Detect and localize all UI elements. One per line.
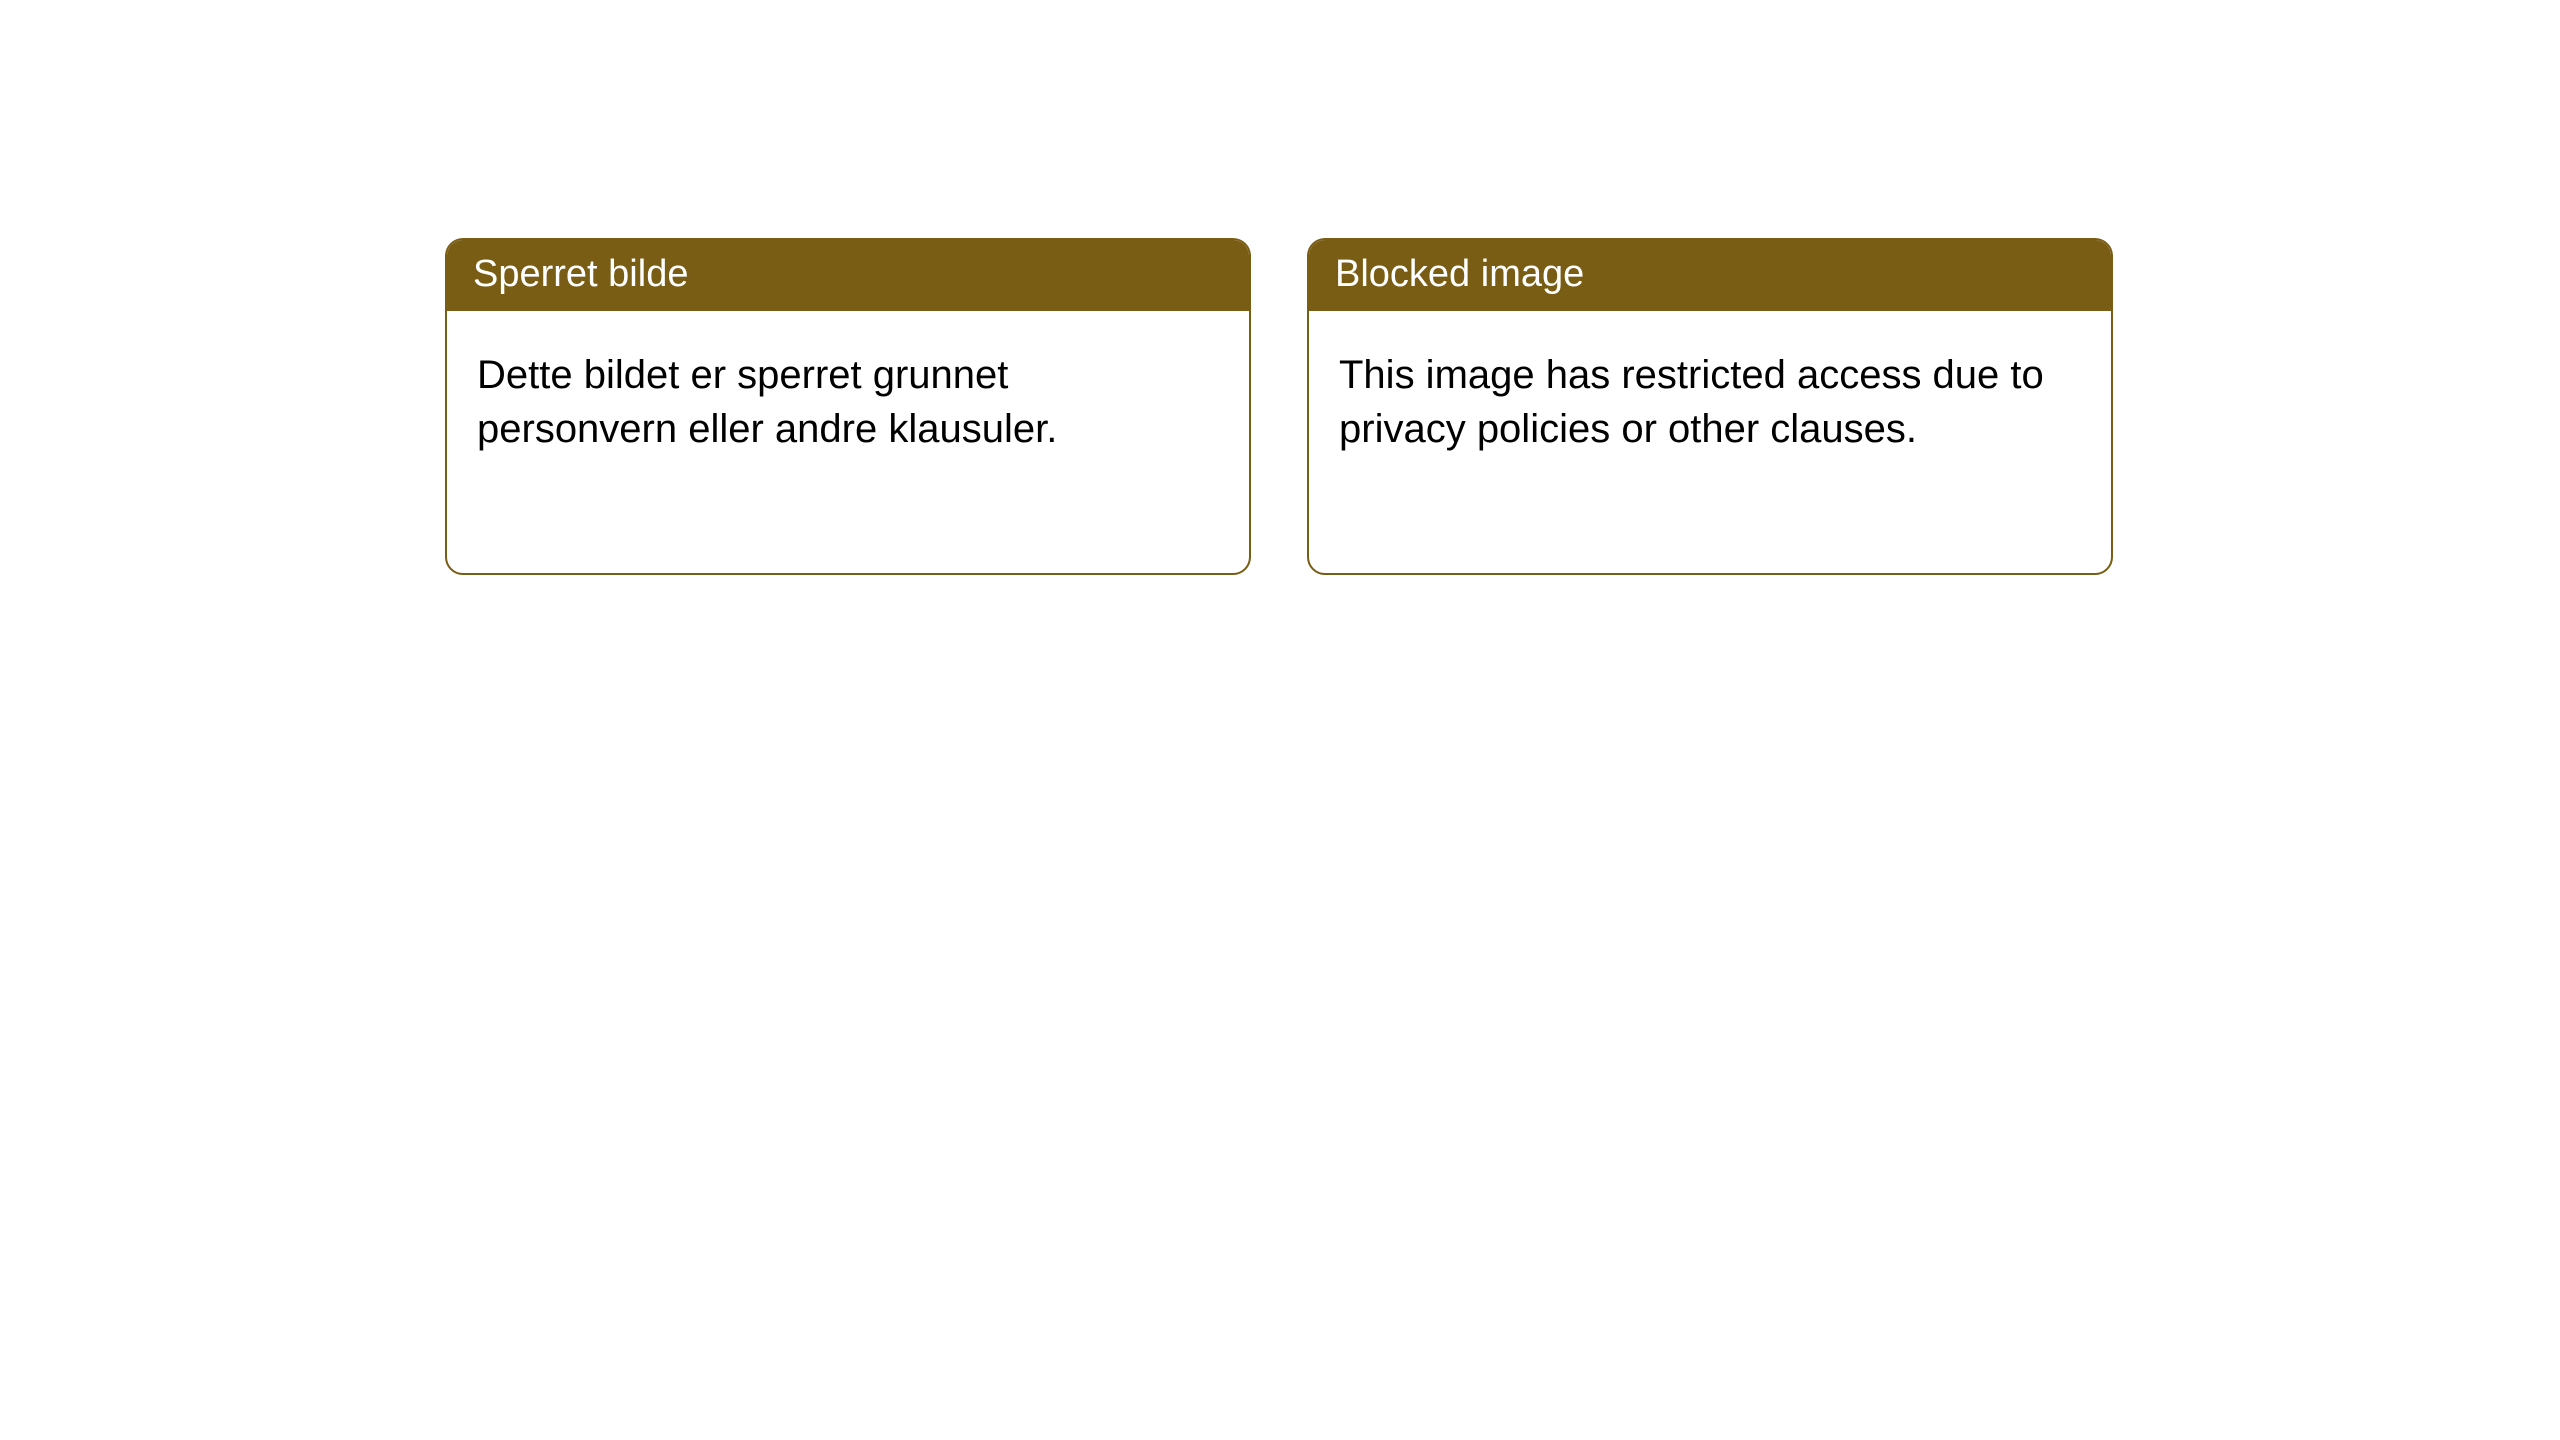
- notice-card-norwegian: Sperret bilde Dette bildet er sperret gr…: [445, 238, 1251, 575]
- notice-body: This image has restricted access due to …: [1309, 311, 2111, 475]
- notice-body: Dette bildet er sperret grunnet personve…: [447, 311, 1249, 475]
- notice-container: Sperret bilde Dette bildet er sperret gr…: [0, 0, 2560, 575]
- notice-header: Blocked image: [1309, 240, 2111, 311]
- notice-card-english: Blocked image This image has restricted …: [1307, 238, 2113, 575]
- notice-header: Sperret bilde: [447, 240, 1249, 311]
